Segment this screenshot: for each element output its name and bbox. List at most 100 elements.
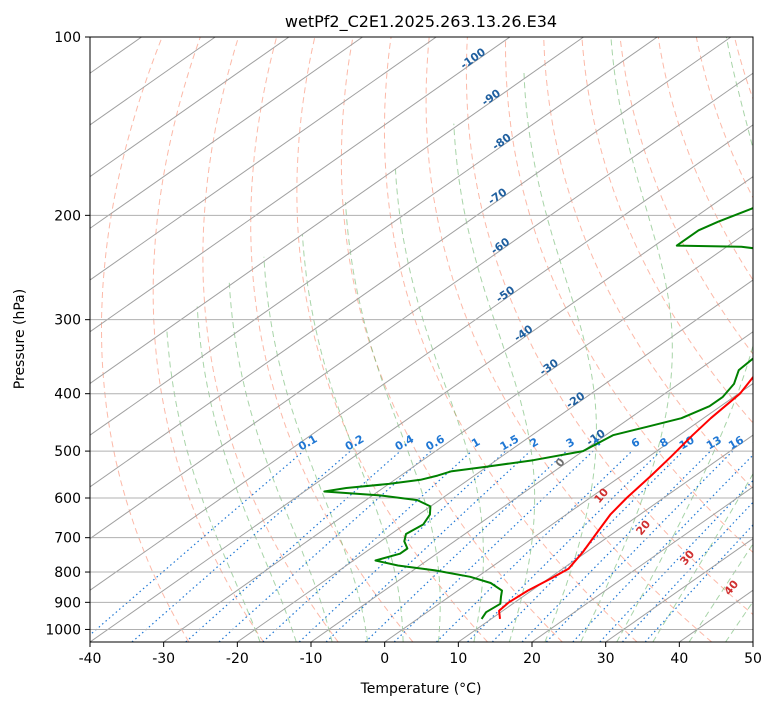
isotherm-line [90,124,753,591]
moist-adiabat [616,37,753,642]
x-tick-label: 10 [449,651,467,667]
moist-adiabat [652,472,753,642]
mixing-ratio-label: 10 [677,433,697,452]
mixing-ratio-label: 16 [726,433,746,452]
mixing-ratio-label: 0.4 [393,432,417,453]
moist-adiabat [453,123,536,642]
mixing-ratio-line [545,450,734,642]
dry-adiabat [202,37,339,642]
isotherm-line [90,72,753,540]
isotherm-label: -60 [489,235,513,257]
isotherm-line [679,589,753,642]
mixing-ratio-line [599,479,753,642]
dry-adiabat [581,37,753,424]
mixing-ratio-line [393,450,594,642]
isotherm-line [310,331,753,642]
isotherm-label: -50 [494,283,518,305]
y-axis: 100 200 300 400 500 600 700 800 900 1000 [45,30,90,638]
dry-adiabat [425,37,713,642]
isotherm-line [90,37,658,436]
mixing-ratio-label: 1.5 [498,432,521,453]
chart-title: wetPf2_C2E1.2025.263.13.26.E34 [285,12,557,32]
dry-adiabat [101,37,190,642]
moist-adiabat-label: 0 [553,455,568,469]
x-axis-title: Temperature (°C) [360,681,482,697]
moist-adiabat [688,542,753,642]
mixing-ratio-line [90,450,304,636]
moist-adiabat [301,233,404,642]
plot-frame [89,36,754,643]
moist-adiabat [166,328,261,642]
y-axis-title: Pressure (hPa) [12,289,28,389]
y-tick-label: 1000 [45,622,81,638]
isotherm-line [237,279,753,642]
mixing-ratio-label: 6 [629,435,642,450]
moist-adiabat-label: 30 [677,547,697,567]
moist-adiabat [523,72,597,642]
dry-adiabat [152,37,264,642]
dry-adiabat [383,37,638,642]
mixing-ratio-line [521,450,711,642]
isotherm-label: -80 [490,131,514,153]
y-tick-label: 700 [54,531,81,547]
mixing-ratio-line [131,450,351,642]
moist-adiabat [725,600,753,642]
isotherm-line [90,37,584,385]
mixing-ratio-line [364,450,567,642]
mixing-ratio-label: 1 [469,435,482,450]
isotherm-line [384,382,753,642]
mixing-ratio-line [491,450,684,642]
y-tick-label: 600 [54,491,81,507]
mixing-ratio-line [218,450,432,642]
y-tick-label: 800 [54,565,81,581]
isotherm-line [90,37,363,229]
isotherm-label: -100 [458,45,488,72]
dry-adiabat [504,37,753,554]
x-tick-label: 40 [670,651,688,667]
isotherm-line [90,37,290,178]
isotherm-label: -40 [512,322,536,344]
dry-adiabat [543,37,753,490]
isotherm-line [531,486,753,642]
mixing-ratio-line [298,450,506,642]
isotherm-line [605,537,753,642]
x-tick-label: 0 [380,651,389,667]
isotherm-line [90,37,511,333]
moist-adiabat [263,256,369,642]
x-tick-label: -40 [79,651,102,667]
dewpoint-profile [323,206,753,620]
isotherm-line [90,37,732,488]
mixing-ratio-line [185,450,401,642]
isotherm-line [0,37,68,642]
isotherm-line [90,37,216,126]
isotherm-line [163,227,753,642]
mixing-ratio-label: 2 [528,435,541,450]
temperature-profile [498,375,753,620]
sounding-profiles [323,206,753,620]
y-tick-label: 900 [54,595,81,611]
y-tick-label: 100 [54,30,81,46]
isotherm-line [752,641,753,642]
y-tick-label: 200 [54,208,81,224]
isotherm-label: -90 [479,86,503,108]
mixing-ratio-label: 0.1 [296,432,319,453]
mixing-ratio-line [467,450,661,642]
dry-adiabat [734,37,753,101]
x-tick-label: -30 [152,651,175,667]
mixing-ratio-line [644,524,753,642]
mixing-ratio-line [572,454,753,642]
isotherm-line [458,434,753,642]
moist-adiabat-label: 40 [721,577,741,597]
moist-adiabat [345,202,441,642]
mixing-ratio-label: 0.6 [424,432,448,453]
background-lines [0,37,753,642]
moist-adiabat [394,165,484,642]
isopleth-labels: -100-90-80-70-60-50-40-30-20-100.1 0.2 0.4… [296,45,770,598]
mixing-ratio-label: 20 [750,433,770,452]
mixing-ratio-line [621,501,753,642]
dry-adiabat [250,37,414,642]
y-tick-label: 300 [54,313,81,329]
dry-adiabat [465,37,753,616]
mixing-ratio-line [325,450,531,642]
